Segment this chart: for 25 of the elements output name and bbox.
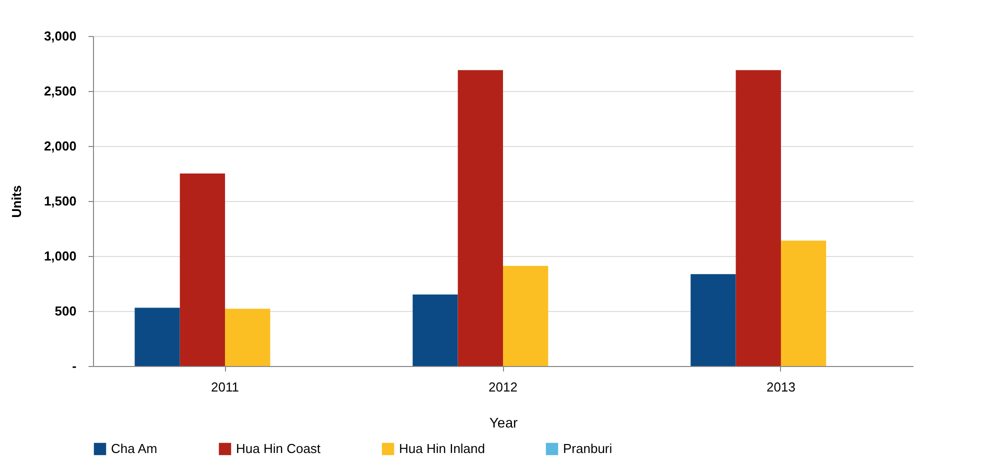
y-tick-label: 1,000: [44, 248, 76, 264]
bar: [780, 240, 826, 366]
x-tick-label: 2013: [766, 380, 796, 394]
legend-label: Cha Am: [111, 441, 158, 456]
y-tick-label: 3,000: [44, 28, 76, 44]
bar: [412, 294, 458, 366]
y-tick-label: 500: [54, 304, 76, 318]
x-axis-title: Year: [489, 414, 518, 430]
legend-label: Hua Hin Inland: [399, 441, 485, 456]
bar: [225, 308, 270, 366]
y-tick-label: 2,000: [44, 138, 76, 154]
y-tick-label: 1,500: [44, 194, 76, 208]
bar: [690, 274, 736, 366]
x-tick-label: 2012: [488, 380, 518, 394]
y-tick-label: -: [72, 358, 76, 374]
y-tick-label: 2,500: [44, 84, 76, 98]
bar: [503, 266, 548, 366]
bar: [180, 174, 226, 366]
bar: [458, 70, 503, 366]
y-axis-title: Units: [8, 185, 24, 218]
legend-label: Pranburi: [563, 441, 612, 456]
bar: [736, 70, 781, 366]
x-tick-label: 2011: [211, 380, 240, 394]
legend-label: Hua Hin Coast: [236, 441, 321, 456]
bar: [134, 308, 180, 366]
